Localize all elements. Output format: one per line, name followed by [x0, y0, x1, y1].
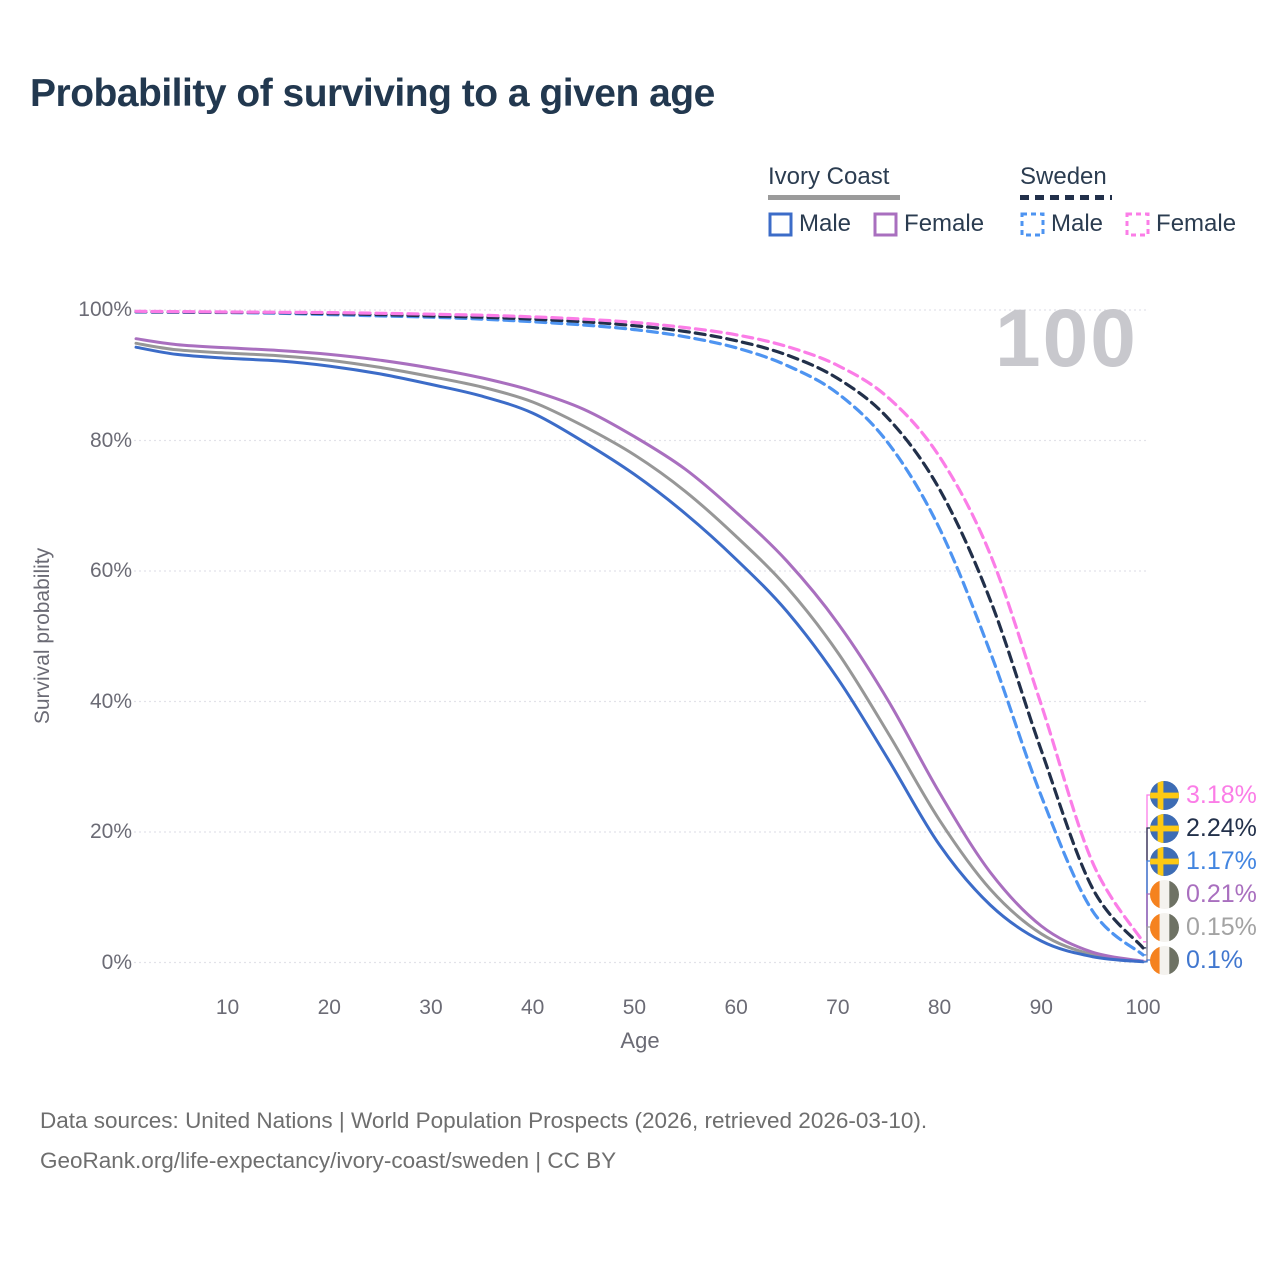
legend-group-title: Sweden	[1020, 163, 1107, 190]
end-label-value: 0.21%	[1186, 879, 1257, 908]
dashed-swatch-icon	[1020, 212, 1045, 236]
legend-item-ivory-coast-male[interactable]: Male	[768, 210, 851, 238]
x-axis-title: Age	[620, 1028, 660, 1053]
y-tick-label-40%: 40%	[89, 689, 132, 713]
end-label-value: 1.17%	[1186, 846, 1257, 875]
ivory-coast-flag-icon	[1150, 945, 1179, 975]
end-label-sweden-male: 1.17%	[1150, 845, 1257, 877]
x-tick-label-90: 90	[1029, 996, 1053, 1019]
end-label-ivory-coast-male: 0.1%	[1150, 944, 1243, 976]
legend-dashed-line-sample	[1020, 195, 1112, 200]
sweden-flag-icon	[1150, 846, 1179, 876]
y-tick-label-0%: 0%	[101, 950, 132, 974]
solid-swatch-icon	[873, 212, 898, 236]
x-tick-label-50: 50	[622, 996, 647, 1019]
legend-item-label: Female	[1156, 210, 1237, 237]
x-tick-label-100: 100	[1125, 996, 1161, 1019]
curve-sweden-total[interactable]	[134, 310, 1145, 950]
end-label-ivory-coast-total: 0.15%	[1150, 911, 1257, 943]
watermark-100: 100	[995, 293, 1138, 384]
legend-item-ivory-coast-female[interactable]: Female	[873, 210, 984, 238]
y-tick-label-80%: 80%	[89, 428, 132, 452]
x-tick-label-40: 40	[521, 996, 545, 1019]
ivory-coast-flag-icon	[1150, 912, 1179, 942]
solid-swatch-icon	[768, 212, 793, 236]
legend-solid-line-sample	[768, 195, 900, 200]
legend-item-sweden-female[interactable]: Female	[1125, 210, 1236, 238]
footer-data-sources: Data sources: United Nations | World Pop…	[40, 1108, 928, 1133]
x-tick-label-60: 60	[724, 996, 748, 1019]
curve-sweden-male[interactable]	[134, 310, 1145, 957]
x-tick-label-30: 30	[419, 996, 443, 1019]
ivory-coast-flag-icon	[1150, 879, 1179, 909]
end-label-value: 0.15%	[1186, 912, 1257, 941]
end-label-value: 0.1%	[1186, 945, 1243, 974]
curve-sweden-female[interactable]	[134, 309, 1145, 944]
legend-item-label: Male	[799, 210, 852, 237]
curve-ivory-coast-total[interactable]	[134, 341, 1145, 963]
page-title: Probability of surviving to a given age	[30, 72, 715, 115]
legend-group-ivory-coast: Ivory Coast Male Female	[768, 163, 984, 238]
legend-item-sweden-male[interactable]: Male	[1020, 210, 1103, 238]
end-label-value: 3.18%	[1186, 780, 1257, 809]
end-label-sweden-female: 3.18%	[1150, 779, 1257, 811]
legend-item-label: Female	[904, 210, 985, 237]
y-tick-label-20%: 20%	[89, 820, 132, 843]
dashed-swatch-icon	[1125, 212, 1150, 236]
x-tick-label-20: 20	[317, 996, 341, 1019]
sweden-flag-icon	[1150, 813, 1179, 843]
curve-ivory-coast-female[interactable]	[134, 337, 1145, 963]
x-tick-label-80: 80	[927, 996, 952, 1019]
legend-group-title: Ivory Coast	[768, 163, 890, 190]
y-tick-label-100%: 100%	[78, 298, 132, 321]
y-tick-label-60%: 60%	[89, 559, 132, 582]
curve-ivory-coast-male[interactable]	[134, 345, 1145, 964]
sweden-flag-icon	[1150, 780, 1179, 810]
end-label-value: 2.24%	[1186, 813, 1257, 842]
legend-group-sweden: Sweden Male Female	[1020, 163, 1236, 238]
footer-attribution-link: GeoRank.org/life-expectancy/ivory-coast/…	[40, 1148, 617, 1173]
legend-item-label: Male	[1051, 210, 1104, 237]
end-label-sweden-total: 2.24%	[1150, 812, 1257, 844]
x-tick-label-10: 10	[215, 996, 240, 1019]
x-tick-label-70: 70	[826, 996, 850, 1019]
end-label-ivory-coast-female: 0.21%	[1150, 878, 1257, 910]
